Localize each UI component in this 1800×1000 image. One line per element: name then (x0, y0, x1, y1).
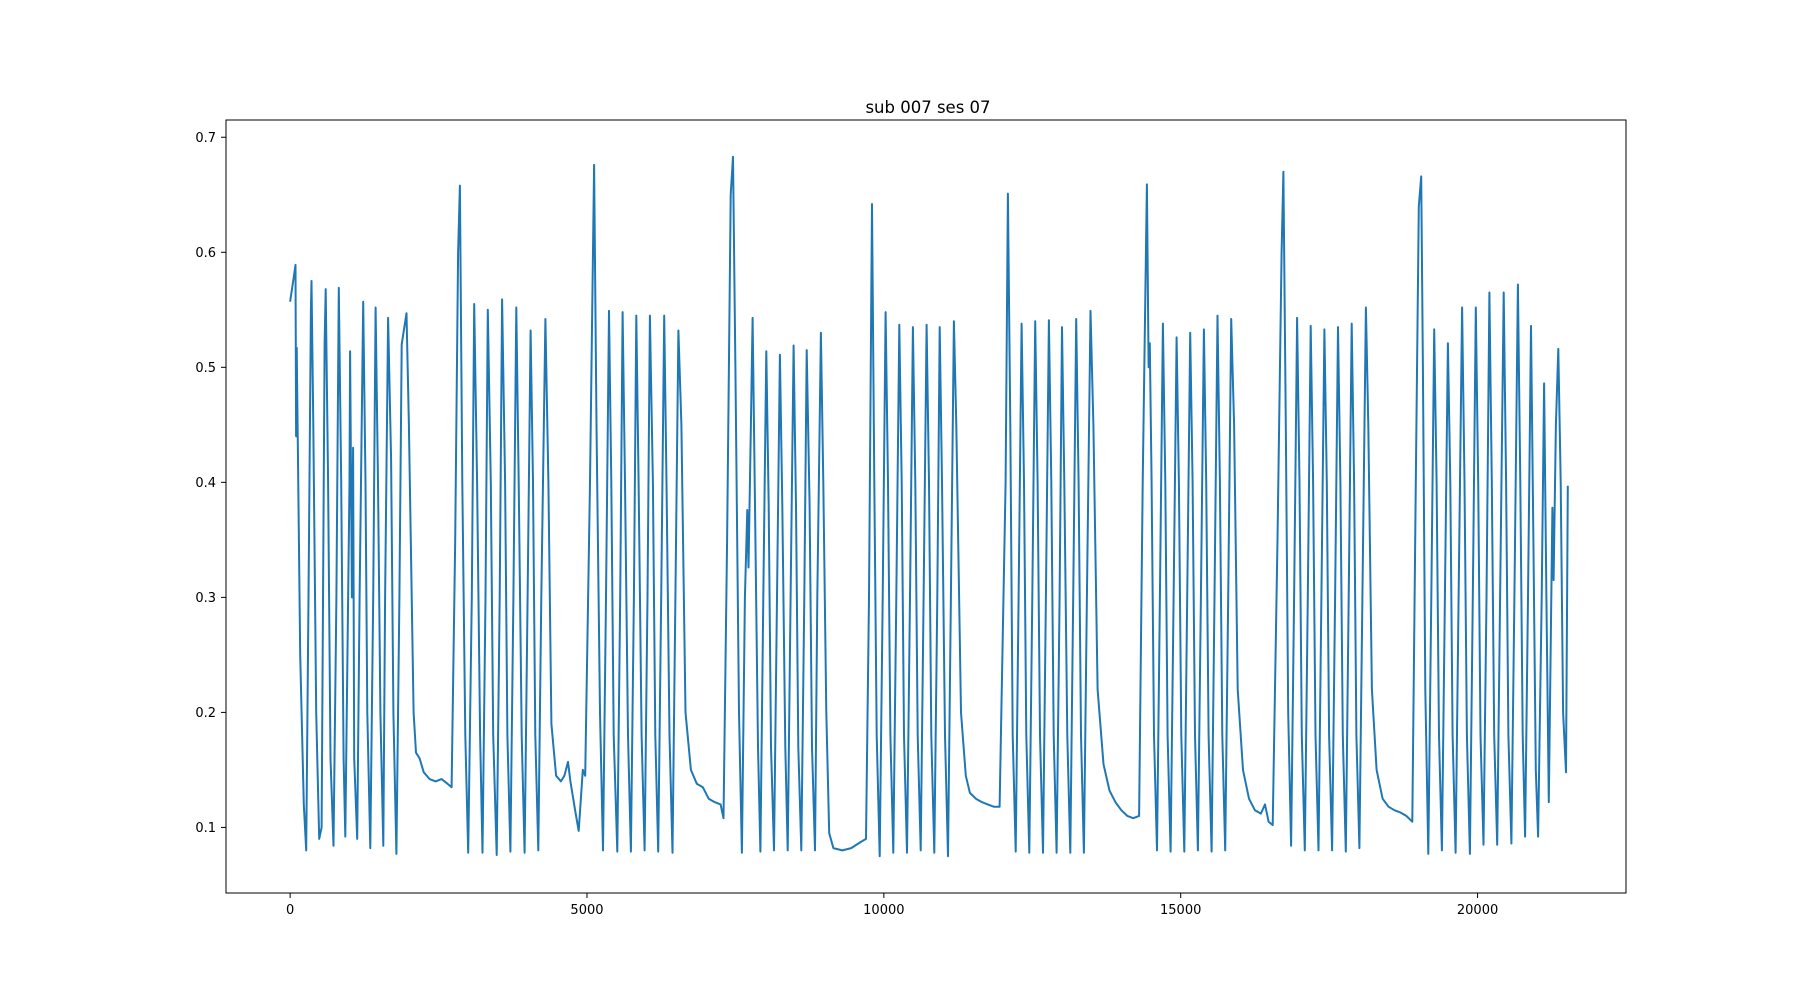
y-tick-label: 0.2 (195, 706, 216, 721)
x-tick-label: 5000 (570, 903, 603, 918)
x-tick-label: 15000 (1160, 903, 1201, 918)
series-line-0 (289, 155, 1569, 858)
y-tick-label: 0.4 (195, 476, 216, 491)
chart-title: sub 007 ses 07 (865, 98, 990, 117)
y-tick-label: 0.7 (195, 131, 216, 146)
y-tick-label: 0.1 (195, 821, 216, 836)
x-tick-label: 10000 (863, 903, 904, 918)
x-axis: 0 5000 10000 15000 20000 (286, 893, 1498, 918)
y-tick-label: 0.3 (195, 591, 216, 606)
axes-frame (225, 119, 1627, 894)
y-tick-label: 0.5 (195, 361, 216, 376)
y-axis: 0.1 0.2 0.3 0.4 0.5 0.6 0.7 (195, 131, 226, 836)
x-tick-label: 20000 (1457, 903, 1498, 918)
y-tick-label: 0.6 (195, 246, 216, 261)
plot-area (289, 155, 1569, 858)
x-tick-label: 0 (286, 903, 294, 918)
